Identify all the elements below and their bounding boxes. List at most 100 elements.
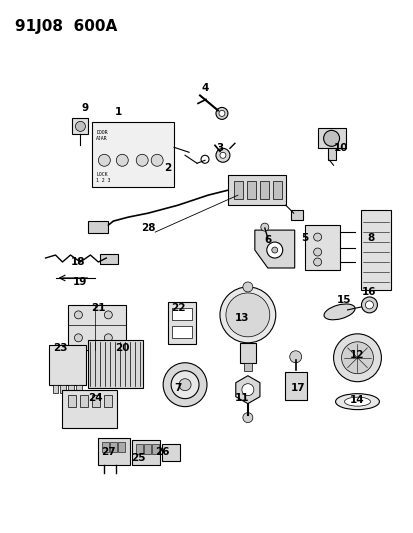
Bar xyxy=(92,123,174,187)
Circle shape xyxy=(219,287,275,343)
Ellipse shape xyxy=(335,394,378,410)
Bar xyxy=(132,440,160,465)
Bar xyxy=(72,118,88,134)
Bar xyxy=(68,385,74,393)
Circle shape xyxy=(75,122,85,131)
Circle shape xyxy=(241,384,253,395)
Circle shape xyxy=(104,311,112,319)
Text: 12: 12 xyxy=(349,350,364,360)
Bar xyxy=(168,302,196,344)
Circle shape xyxy=(225,293,269,337)
Circle shape xyxy=(313,233,321,241)
Bar xyxy=(239,343,255,363)
Bar xyxy=(327,148,335,160)
Circle shape xyxy=(242,282,252,292)
Bar xyxy=(361,210,390,290)
Circle shape xyxy=(104,334,112,342)
Text: 1: 1 xyxy=(114,108,122,117)
Circle shape xyxy=(171,371,199,399)
Text: 15: 15 xyxy=(337,295,351,305)
Text: 22: 22 xyxy=(171,303,185,313)
Bar xyxy=(76,385,82,393)
Text: 91J08  600A: 91J08 600A xyxy=(14,19,116,34)
Text: 28: 28 xyxy=(140,223,155,233)
Bar xyxy=(92,394,100,407)
Circle shape xyxy=(116,154,128,166)
Text: 7: 7 xyxy=(174,383,181,393)
Bar xyxy=(162,443,180,462)
Circle shape xyxy=(216,108,228,119)
Bar xyxy=(80,394,88,407)
Circle shape xyxy=(151,154,163,166)
Bar xyxy=(144,443,151,454)
Text: 23: 23 xyxy=(53,343,68,353)
Bar xyxy=(98,438,130,465)
Text: LOCK
1 2 3: LOCK 1 2 3 xyxy=(96,172,111,183)
Bar xyxy=(100,254,118,264)
Text: 16: 16 xyxy=(361,287,376,297)
Circle shape xyxy=(341,342,373,374)
Circle shape xyxy=(136,154,148,166)
Bar xyxy=(52,385,58,393)
Text: 26: 26 xyxy=(154,447,169,457)
Bar xyxy=(290,210,302,220)
Circle shape xyxy=(313,258,321,266)
Text: 17: 17 xyxy=(290,383,304,393)
Circle shape xyxy=(201,155,209,163)
Bar xyxy=(88,340,143,387)
Circle shape xyxy=(219,152,225,158)
Circle shape xyxy=(323,131,339,147)
Text: 5: 5 xyxy=(300,233,308,243)
Circle shape xyxy=(271,247,277,253)
Bar xyxy=(233,181,242,199)
Text: 21: 21 xyxy=(91,303,105,313)
Text: 11: 11 xyxy=(234,393,249,402)
Text: 13: 13 xyxy=(234,313,249,323)
Circle shape xyxy=(74,334,82,342)
Bar xyxy=(317,128,345,148)
Bar xyxy=(118,441,125,451)
Text: DOOR
AJAR: DOOR AJAR xyxy=(96,131,108,141)
Bar xyxy=(68,305,126,350)
Text: 4: 4 xyxy=(201,84,208,93)
Bar xyxy=(172,308,192,320)
Bar xyxy=(272,181,281,199)
Bar xyxy=(88,221,108,233)
Text: 24: 24 xyxy=(88,393,102,402)
Circle shape xyxy=(179,379,190,391)
Bar xyxy=(102,441,109,451)
Circle shape xyxy=(260,223,268,231)
Circle shape xyxy=(313,248,321,256)
Circle shape xyxy=(365,301,373,309)
Circle shape xyxy=(242,413,252,423)
Bar xyxy=(110,441,117,451)
Bar xyxy=(68,394,76,407)
Polygon shape xyxy=(254,230,294,268)
Text: 3: 3 xyxy=(216,143,223,154)
Text: 8: 8 xyxy=(367,233,374,243)
Bar xyxy=(62,390,117,427)
Ellipse shape xyxy=(344,397,370,406)
Circle shape xyxy=(74,311,82,319)
Text: 2: 2 xyxy=(164,163,171,173)
Text: 20: 20 xyxy=(115,343,129,353)
Bar xyxy=(284,372,306,400)
Bar xyxy=(104,394,112,407)
Circle shape xyxy=(289,351,301,363)
Circle shape xyxy=(163,363,206,407)
Ellipse shape xyxy=(323,304,354,320)
Bar xyxy=(246,181,255,199)
Bar xyxy=(172,326,192,338)
Text: 6: 6 xyxy=(263,235,271,245)
Text: 14: 14 xyxy=(349,394,364,405)
Bar xyxy=(259,181,268,199)
Bar xyxy=(304,225,339,270)
Text: 25: 25 xyxy=(131,453,145,463)
Bar xyxy=(152,443,159,454)
Circle shape xyxy=(266,242,282,258)
Circle shape xyxy=(218,110,224,116)
Text: 9: 9 xyxy=(82,103,89,114)
Text: 27: 27 xyxy=(101,447,115,457)
Text: 19: 19 xyxy=(73,277,88,287)
Bar xyxy=(243,363,251,371)
